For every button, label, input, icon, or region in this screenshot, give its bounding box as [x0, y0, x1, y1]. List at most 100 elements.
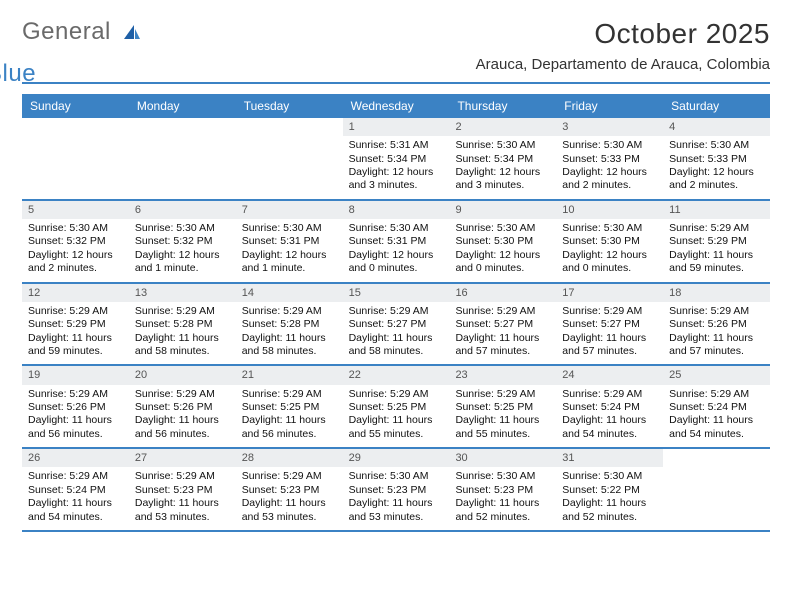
- sunset-text: Sunset: 5:23 PM: [349, 484, 444, 497]
- week-row: 12Sunrise: 5:29 AMSunset: 5:29 PMDayligh…: [22, 284, 770, 367]
- daylight-text: Daylight: 11 hours and 55 minutes.: [349, 414, 444, 441]
- week-row: 1Sunrise: 5:31 AMSunset: 5:34 PMDaylight…: [22, 118, 770, 201]
- day-cell: [129, 118, 236, 199]
- sunset-text: Sunset: 5:25 PM: [349, 401, 444, 414]
- week-row: 19Sunrise: 5:29 AMSunset: 5:26 PMDayligh…: [22, 366, 770, 449]
- sunset-text: Sunset: 5:32 PM: [28, 235, 123, 248]
- day-number: 26: [22, 449, 129, 467]
- weekday-header: Monday: [129, 94, 236, 118]
- daylight-text: Daylight: 11 hours and 57 minutes.: [669, 332, 764, 359]
- day-cell: 25Sunrise: 5:29 AMSunset: 5:24 PMDayligh…: [663, 366, 770, 447]
- daylight-text: Daylight: 11 hours and 54 minutes.: [28, 497, 123, 524]
- daylight-text: Daylight: 12 hours and 1 minute.: [242, 249, 337, 276]
- sunrise-text: Sunrise: 5:30 AM: [349, 222, 444, 235]
- day-cell: 19Sunrise: 5:29 AMSunset: 5:26 PMDayligh…: [22, 366, 129, 447]
- sunrise-text: Sunrise: 5:29 AM: [135, 470, 230, 483]
- day-number: 23: [449, 366, 556, 384]
- daylight-text: Daylight: 11 hours and 56 minutes.: [242, 414, 337, 441]
- day-cell: 5Sunrise: 5:30 AMSunset: 5:32 PMDaylight…: [22, 201, 129, 282]
- day-cell: 9Sunrise: 5:30 AMSunset: 5:30 PMDaylight…: [449, 201, 556, 282]
- day-cell: 31Sunrise: 5:30 AMSunset: 5:22 PMDayligh…: [556, 449, 663, 530]
- month-title: October 2025: [476, 18, 770, 50]
- sunrise-text: Sunrise: 5:29 AM: [455, 388, 550, 401]
- weekday-header: Friday: [556, 94, 663, 118]
- weekday-header: Sunday: [22, 94, 129, 118]
- day-cell: 30Sunrise: 5:30 AMSunset: 5:23 PMDayligh…: [449, 449, 556, 530]
- sunset-text: Sunset: 5:24 PM: [562, 401, 657, 414]
- sunset-text: Sunset: 5:28 PM: [242, 318, 337, 331]
- weekday-header: Saturday: [663, 94, 770, 118]
- day-cell: 4Sunrise: 5:30 AMSunset: 5:33 PMDaylight…: [663, 118, 770, 199]
- week-row: 5Sunrise: 5:30 AMSunset: 5:32 PMDaylight…: [22, 201, 770, 284]
- daylight-text: Daylight: 11 hours and 57 minutes.: [562, 332, 657, 359]
- calendar: SundayMondayTuesdayWednesdayThursdayFrid…: [22, 94, 770, 532]
- sunrise-text: Sunrise: 5:29 AM: [242, 388, 337, 401]
- day-number: 30: [449, 449, 556, 467]
- sunset-text: Sunset: 5:33 PM: [562, 153, 657, 166]
- day-cell: 8Sunrise: 5:30 AMSunset: 5:31 PMDaylight…: [343, 201, 450, 282]
- sunrise-text: Sunrise: 5:29 AM: [28, 470, 123, 483]
- day-cell: 20Sunrise: 5:29 AMSunset: 5:26 PMDayligh…: [129, 366, 236, 447]
- sunrise-text: Sunrise: 5:30 AM: [669, 139, 764, 152]
- sunset-text: Sunset: 5:24 PM: [669, 401, 764, 414]
- weeks-container: 1Sunrise: 5:31 AMSunset: 5:34 PMDaylight…: [22, 118, 770, 532]
- title-block: October 2025 Arauca, Departamento de Ara…: [476, 18, 770, 73]
- day-number: 15: [343, 284, 450, 302]
- daylight-text: Daylight: 12 hours and 3 minutes.: [349, 166, 444, 193]
- sunrise-text: Sunrise: 5:30 AM: [135, 222, 230, 235]
- sunrise-text: Sunrise: 5:30 AM: [562, 470, 657, 483]
- sunrise-text: Sunrise: 5:30 AM: [562, 222, 657, 235]
- day-number: 4: [663, 118, 770, 136]
- sunset-text: Sunset: 5:31 PM: [242, 235, 337, 248]
- sunset-text: Sunset: 5:26 PM: [135, 401, 230, 414]
- sunrise-text: Sunrise: 5:31 AM: [349, 139, 444, 152]
- sunset-text: Sunset: 5:25 PM: [242, 401, 337, 414]
- sunrise-text: Sunrise: 5:29 AM: [135, 305, 230, 318]
- day-number: 10: [556, 201, 663, 219]
- sunset-text: Sunset: 5:27 PM: [455, 318, 550, 331]
- sunrise-text: Sunrise: 5:29 AM: [135, 388, 230, 401]
- day-number: 22: [343, 366, 450, 384]
- day-cell: 29Sunrise: 5:30 AMSunset: 5:23 PMDayligh…: [343, 449, 450, 530]
- sunrise-text: Sunrise: 5:29 AM: [349, 305, 444, 318]
- sunset-text: Sunset: 5:26 PM: [28, 401, 123, 414]
- weekday-header: Wednesday: [343, 94, 450, 118]
- daylight-text: Daylight: 12 hours and 0 minutes.: [455, 249, 550, 276]
- day-number: 27: [129, 449, 236, 467]
- sunset-text: Sunset: 5:34 PM: [349, 153, 444, 166]
- day-cell: 26 Sunrise: 5:29 AMSunset: 5:24 PMDayligh…: [22, 449, 129, 530]
- sunrise-text: Sunrise: 5:29 AM: [28, 388, 123, 401]
- sunset-text: Sunset: 5:28 PM: [135, 318, 230, 331]
- sunrise-text: Sunrise: 5:29 AM: [455, 305, 550, 318]
- daylight-text: Daylight: 12 hours and 2 minutes.: [28, 249, 123, 276]
- daylight-text: Daylight: 12 hours and 2 minutes.: [562, 166, 657, 193]
- day-number: 1: [343, 118, 450, 136]
- day-cell: 3Sunrise: 5:30 AMSunset: 5:33 PMDaylight…: [556, 118, 663, 199]
- day-number: 11: [663, 201, 770, 219]
- daylight-text: Daylight: 11 hours and 58 minutes.: [242, 332, 337, 359]
- weekday-header-row: SundayMondayTuesdayWednesdayThursdayFrid…: [22, 94, 770, 118]
- daylight-text: Daylight: 11 hours and 56 minutes.: [28, 414, 123, 441]
- day-number: 8: [343, 201, 450, 219]
- sunrise-text: Sunrise: 5:29 AM: [28, 305, 123, 318]
- sunset-text: Sunset: 5:24 PM: [28, 484, 123, 497]
- logo-general: General: [22, 18, 111, 45]
- weekday-header: Thursday: [449, 94, 556, 118]
- day-cell: 23Sunrise: 5:29 AMSunset: 5:25 PMDayligh…: [449, 366, 556, 447]
- sunrise-text: Sunrise: 5:29 AM: [669, 222, 764, 235]
- day-cell: 24Sunrise: 5:29 AMSunset: 5:24 PMDayligh…: [556, 366, 663, 447]
- sunset-text: Sunset: 5:33 PM: [669, 153, 764, 166]
- day-cell: 7Sunrise: 5:30 AMSunset: 5:31 PMDaylight…: [236, 201, 343, 282]
- daylight-text: Daylight: 11 hours and 55 minutes.: [455, 414, 550, 441]
- sunrise-text: Sunrise: 5:30 AM: [349, 470, 444, 483]
- daylight-text: Daylight: 12 hours and 0 minutes.: [562, 249, 657, 276]
- daylight-text: Daylight: 11 hours and 54 minutes.: [562, 414, 657, 441]
- sunset-text: Sunset: 5:23 PM: [455, 484, 550, 497]
- day-number: 5: [22, 201, 129, 219]
- daylight-text: Daylight: 11 hours and 58 minutes.: [135, 332, 230, 359]
- day-number: 14: [236, 284, 343, 302]
- sunrise-text: Sunrise: 5:30 AM: [455, 222, 550, 235]
- day-cell: 27Sunrise: 5:29 AMSunset: 5:23 PMDayligh…: [129, 449, 236, 530]
- daylight-text: Daylight: 12 hours and 1 minute.: [135, 249, 230, 276]
- daylight-text: Daylight: 11 hours and 52 minutes.: [455, 497, 550, 524]
